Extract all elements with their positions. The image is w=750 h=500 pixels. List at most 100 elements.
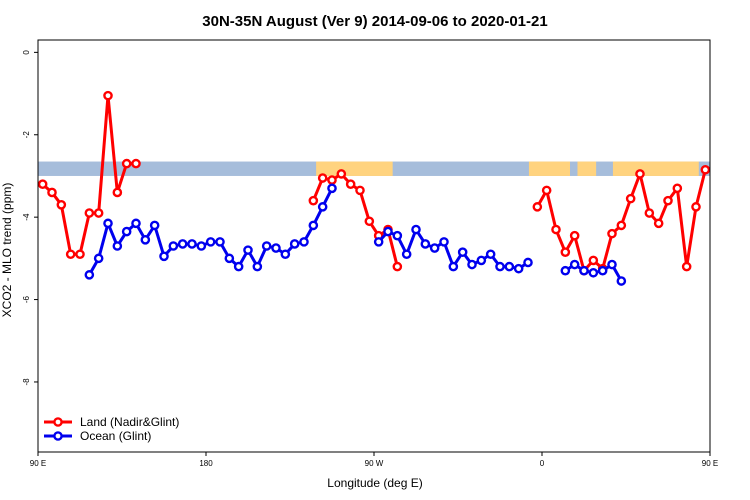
- land-data-point: [345, 179, 356, 189]
- x-tick-label: 180: [199, 459, 213, 468]
- plot-area: 90 E 180 90 W 0 90 E 0 -2 -4 -6 -8 Land (Nadir&Gli…: [22, 39, 718, 468]
- land-data-point: [616, 220, 627, 231]
- ocean-data-point: [215, 237, 225, 247]
- land-data-point: [644, 208, 655, 218]
- land-data-point: [364, 216, 375, 227]
- land-data-point: [93, 208, 104, 218]
- land-data-point: [317, 173, 328, 183]
- ocean-data-point: [252, 261, 263, 272]
- land-data-point: [700, 164, 711, 175]
- ocean-data-point: [560, 265, 571, 276]
- land-series-line: [311, 172, 399, 267]
- land-data-point: [541, 185, 552, 196]
- land-data-point: [336, 169, 347, 179]
- land-data-point: [532, 202, 543, 212]
- ocean-data-point: [476, 255, 487, 266]
- ocean-data-point: [523, 257, 533, 268]
- ocean-data-point: [168, 241, 179, 251]
- ocean-data-point: [243, 245, 253, 255]
- ocean-data-point: [187, 239, 197, 249]
- legend-ocean-label: Ocean (Glint): [80, 429, 151, 443]
- ocean-data-point: [616, 276, 627, 286]
- ocean-data-point: [177, 239, 188, 249]
- land-data-point: [103, 90, 113, 101]
- ocean-data-point: [93, 253, 104, 264]
- ocean-data-point: [233, 261, 244, 272]
- ocean-data-point: [261, 241, 272, 251]
- ocean-data-point: [271, 243, 281, 253]
- ocean-data-point: [196, 241, 207, 251]
- ocean-data-point: [205, 237, 216, 247]
- y-axis-label: XCO2 - MLO trend (ppm): [0, 183, 14, 318]
- ocean-data-point: [607, 259, 617, 270]
- y-tick-label: 0: [22, 50, 31, 55]
- land-data-point: [653, 218, 664, 229]
- land-band-segment: [528, 161, 570, 176]
- ocean-data-point: [112, 241, 123, 251]
- land-band-segment: [316, 161, 393, 176]
- ocean-data-point: [131, 218, 141, 229]
- ocean-data-point: [327, 183, 337, 194]
- ocean-data-point: [401, 249, 412, 260]
- land-data-point: [625, 193, 636, 204]
- ocean-data-point: [579, 265, 589, 276]
- ocean-data-point: [467, 259, 477, 270]
- land-data-point: [56, 199, 67, 210]
- land-data-point: [355, 185, 365, 196]
- land-data-point: [681, 261, 692, 272]
- ocean-data-point: [121, 226, 132, 237]
- land-data-point: [308, 195, 319, 206]
- legend-ocean-marker: [53, 431, 63, 441]
- x-tick-label: 90 E: [30, 459, 46, 468]
- ocean-data-point: [569, 259, 580, 270]
- x-axis-label: Longitude (deg E): [327, 476, 422, 490]
- land-data-point: [84, 208, 95, 218]
- land-data-point: [663, 195, 673, 206]
- y-tick-label: -6: [22, 295, 31, 303]
- ocean-data-point: [373, 237, 384, 247]
- land-data-point: [588, 255, 599, 266]
- ocean-data-point: [103, 218, 113, 229]
- land-data-point: [569, 230, 580, 241]
- ocean-data-point: [513, 263, 524, 274]
- land-data-point: [691, 202, 701, 212]
- land-data-point: [47, 187, 57, 198]
- land-data-point: [327, 175, 337, 185]
- land-data-point: [131, 158, 141, 169]
- land-data-point: [551, 224, 561, 235]
- x-tick-label: 0: [540, 459, 545, 468]
- ocean-data-point: [392, 230, 403, 241]
- chart-title: 30N-35N August (Ver 9) 2014-09-06 to 202…: [202, 13, 547, 30]
- ocean-data-point: [149, 220, 160, 231]
- ocean-data-point: [224, 253, 235, 264]
- land-data-point: [672, 183, 683, 194]
- land-band-segment: [612, 161, 699, 176]
- land-data-point: [75, 249, 85, 260]
- land-data-point: [65, 249, 76, 260]
- land-data-point: [121, 158, 132, 169]
- ocean-data-point: [280, 249, 291, 260]
- ocean-data-point: [84, 270, 95, 280]
- x-tick-label: 90 E: [702, 459, 718, 468]
- ocean-data-point: [308, 220, 319, 231]
- ocean-data-point: [588, 267, 599, 278]
- ocean-data-point: [411, 224, 421, 235]
- ocean-data-point: [448, 261, 459, 272]
- y-tick-label: -4: [22, 213, 31, 221]
- land-data-point: [635, 169, 645, 179]
- ocean-data-point: [597, 265, 608, 276]
- land-data-point: [392, 261, 403, 272]
- land-data-point: [37, 179, 48, 189]
- ocean-data-point: [159, 251, 169, 262]
- x-tick-label: 90 W: [365, 459, 384, 468]
- ocean-data-point: [485, 249, 496, 260]
- ocean-data-point: [289, 239, 300, 249]
- ocean-data-point: [383, 226, 393, 237]
- ocean-data-point: [299, 237, 309, 247]
- y-tick-label: -2: [22, 131, 31, 139]
- land-band-segment: [577, 161, 597, 176]
- land-data-point: [607, 228, 617, 239]
- land-data-point: [560, 247, 571, 257]
- ocean-data-point: [504, 261, 515, 272]
